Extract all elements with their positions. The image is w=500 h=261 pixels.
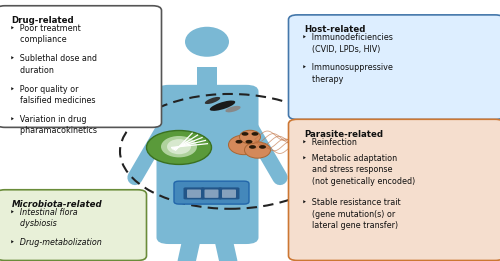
Ellipse shape (210, 100, 236, 111)
Ellipse shape (205, 97, 220, 104)
Text: ‣  Stable resistance trait
    (gene mutation(s) or
    lateral gene transfer): ‣ Stable resistance trait (gene mutation… (302, 198, 401, 230)
Text: Microbiota-related: Microbiota-related (12, 200, 102, 209)
FancyBboxPatch shape (174, 181, 249, 204)
Ellipse shape (244, 142, 270, 158)
Circle shape (246, 140, 252, 144)
Text: ‣  Immunosuppressive
    therapy: ‣ Immunosuppressive therapy (302, 63, 394, 84)
Ellipse shape (161, 136, 197, 157)
FancyBboxPatch shape (222, 189, 236, 198)
Text: ‣  Immunodeficiencies
    (CVID, LPDs, HIV): ‣ Immunodeficiencies (CVID, LPDs, HIV) (302, 33, 394, 54)
FancyBboxPatch shape (288, 15, 500, 120)
FancyBboxPatch shape (187, 189, 201, 198)
Ellipse shape (226, 106, 240, 112)
Text: ‣  Intestinal flora
    dysbiosis: ‣ Intestinal flora dysbiosis (10, 208, 78, 228)
Text: ‣  Reinfection: ‣ Reinfection (302, 138, 358, 146)
FancyBboxPatch shape (218, 187, 240, 199)
Text: ‣  Metabolic adaptation
    and stress response
    (not genetically encoded): ‣ Metabolic adaptation and stress respon… (302, 154, 416, 186)
Circle shape (252, 132, 258, 136)
Text: ‣  Poor treatment
    compliance: ‣ Poor treatment compliance (10, 24, 81, 44)
Ellipse shape (228, 135, 260, 155)
Circle shape (242, 132, 248, 136)
FancyBboxPatch shape (204, 189, 218, 198)
FancyBboxPatch shape (288, 119, 500, 260)
Text: ‣  Variation in drug
    pharamacokinetics: ‣ Variation in drug pharamacokinetics (10, 115, 97, 135)
Text: ‣  Poor quality or
    falsified medicines: ‣ Poor quality or falsified medicines (10, 85, 96, 105)
FancyBboxPatch shape (0, 190, 146, 260)
Circle shape (236, 140, 242, 144)
Text: Host-related: Host-related (304, 25, 366, 34)
FancyBboxPatch shape (197, 67, 217, 90)
Circle shape (259, 145, 266, 149)
Text: Drug-related: Drug-related (12, 16, 74, 25)
FancyBboxPatch shape (184, 187, 204, 199)
Circle shape (146, 130, 212, 164)
Ellipse shape (167, 139, 191, 154)
Ellipse shape (240, 130, 260, 144)
FancyBboxPatch shape (201, 187, 222, 199)
Text: Parasite-related: Parasite-related (304, 130, 383, 139)
FancyBboxPatch shape (0, 6, 162, 127)
Text: ‣  Sublethal dose and
    duration: ‣ Sublethal dose and duration (10, 54, 97, 75)
Ellipse shape (185, 27, 229, 57)
Text: ‣  Drug-metabolization: ‣ Drug-metabolization (10, 238, 102, 247)
Circle shape (249, 145, 256, 149)
FancyBboxPatch shape (156, 85, 258, 244)
